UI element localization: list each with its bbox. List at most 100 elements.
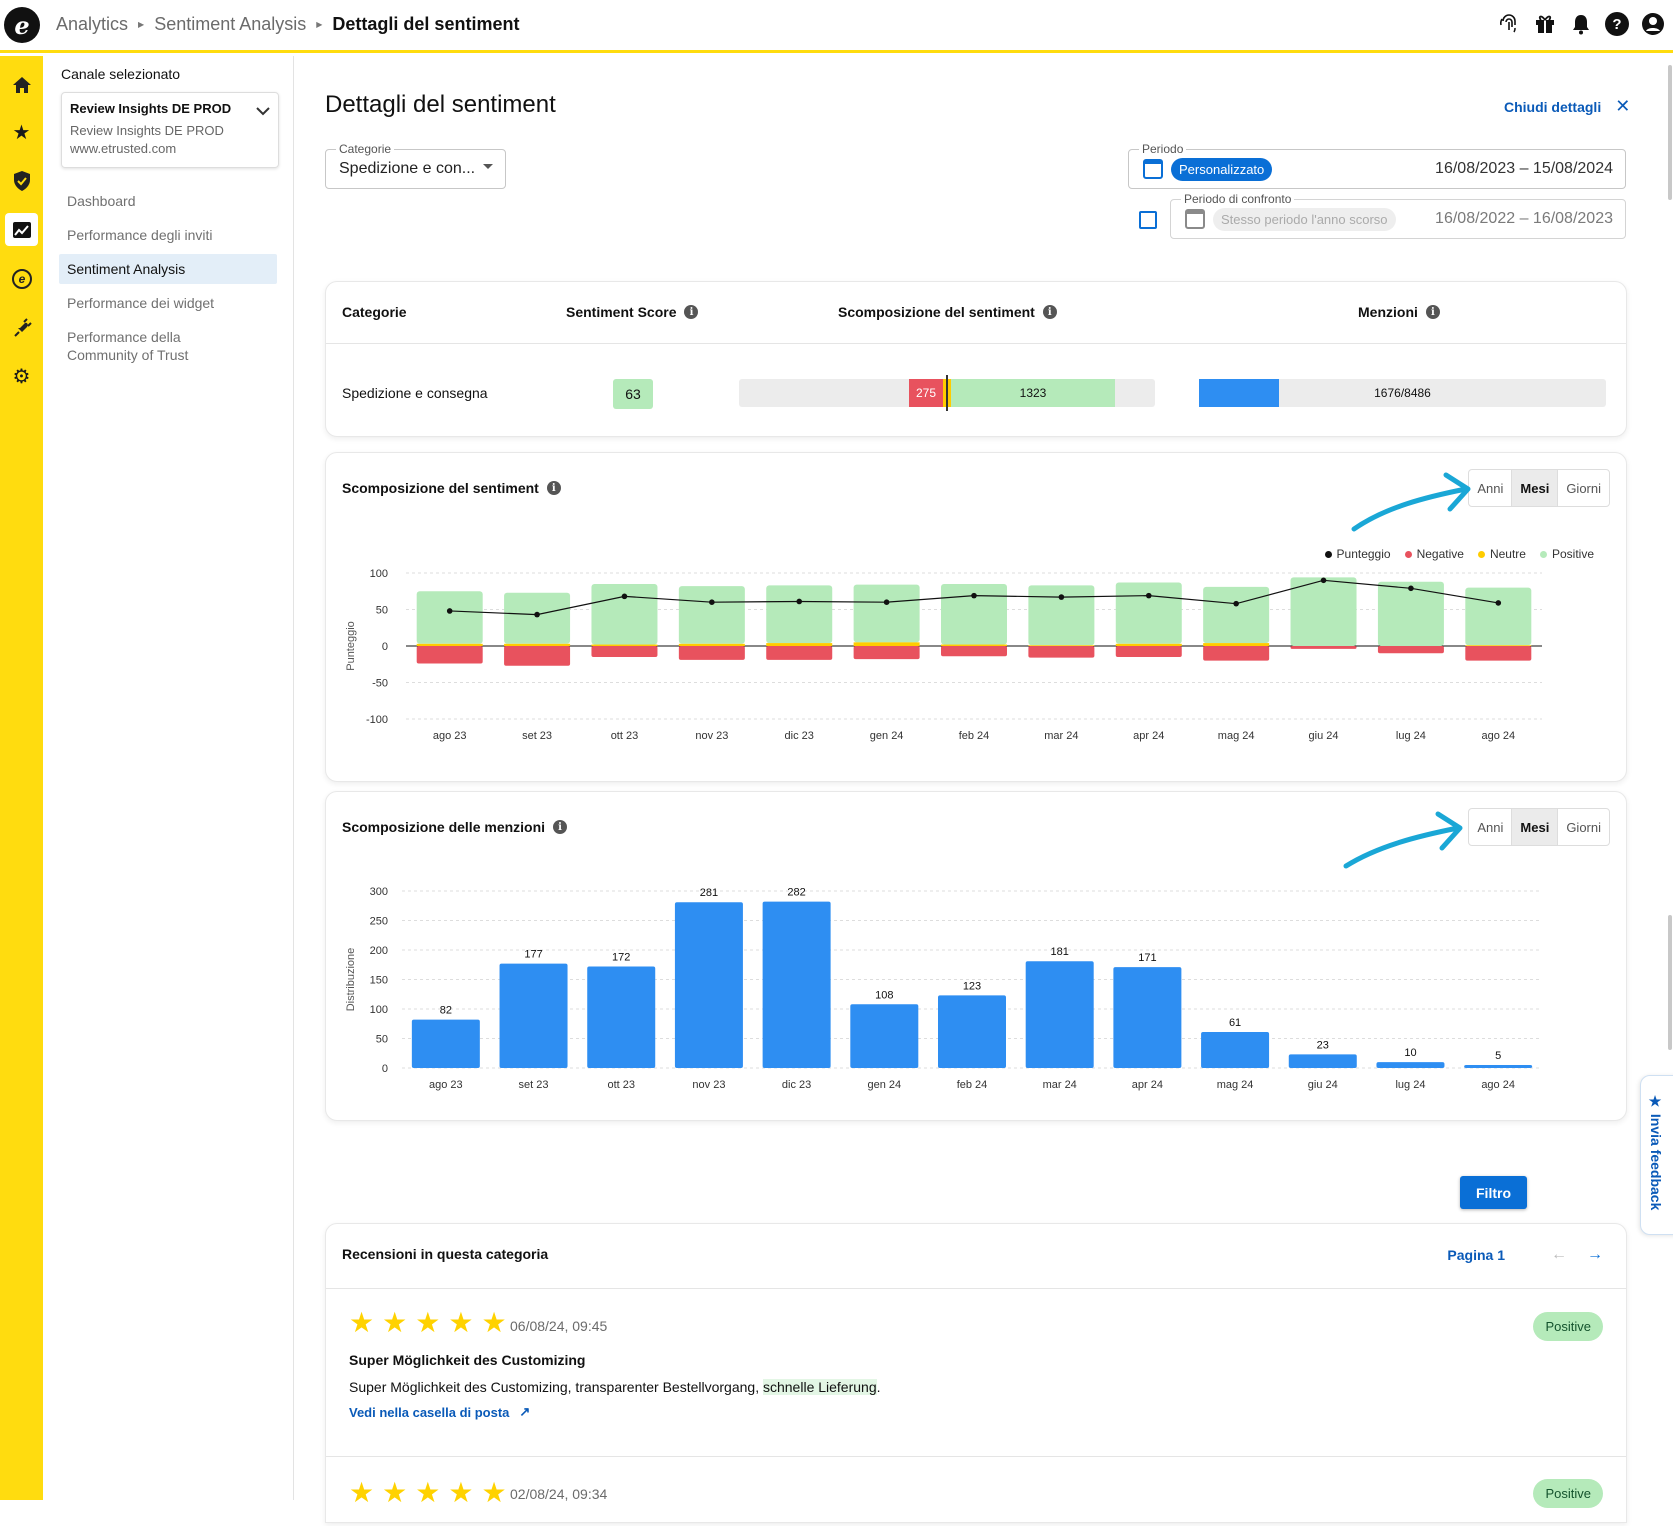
fingerprint-icon[interactable]	[1497, 12, 1521, 36]
period-field[interactable]: Periodo Personalizzato 16/08/2023 – 15/0…	[1128, 142, 1626, 189]
next-page-icon[interactable]: →	[1587, 1246, 1603, 1263]
mention-bar	[1288, 1054, 1357, 1068]
neutral-bar	[853, 642, 920, 646]
category-select[interactable]: Categorie Spedizione e con...	[325, 142, 506, 189]
close-details-link[interactable]: Chiudi dettagli ✕	[1504, 96, 1630, 117]
info-icon[interactable]: i	[546, 481, 561, 495]
star-rating: ★ ★ ★ ★ ★	[349, 1309, 507, 1337]
channel-selector[interactable]: Review Insights DE PROD Review Insights …	[61, 92, 279, 168]
y-tick-label: 150	[370, 975, 388, 987]
header-breakdown: Scomposizione del sentiment i	[838, 304, 1057, 320]
shield-check-icon[interactable]	[5, 164, 38, 197]
compare-checkbox[interactable]	[1139, 211, 1157, 229]
mention-bar	[850, 1004, 919, 1068]
x-tick-label: mag 24	[1217, 1079, 1254, 1091]
breadcrumb-analytics[interactable]: Analytics	[56, 14, 129, 34]
sidebar-item-dashboard[interactable]: Dashboard	[67, 193, 136, 209]
toggle-days[interactable]: Giorni	[1566, 819, 1601, 835]
negative-bar	[416, 646, 483, 664]
breadcrumb-current: Dettagli del sentiment	[332, 14, 520, 34]
header-categories-label: Categorie	[342, 304, 407, 320]
sidebar-item-widgets[interactable]: Performance dei widget	[67, 295, 215, 311]
toggle-years[interactable]: Anni	[1469, 470, 1513, 506]
bar-value-label: 177	[524, 949, 542, 961]
plug-icon[interactable]	[5, 311, 38, 344]
star-icon[interactable]: ★	[12, 122, 31, 144]
help-icon[interactable]: ?	[1605, 12, 1629, 36]
info-icon[interactable]: i	[1042, 305, 1057, 319]
main-content: Dettagli del sentiment Chiudi dettagli ✕…	[294, 56, 1673, 1523]
toggle-days[interactable]: Giorni	[1566, 480, 1601, 496]
channel-sub: Review Insights DE PROD www.etrusted.com	[70, 122, 270, 158]
annotation-arrow-icon	[1343, 811, 1463, 869]
settings-icon[interactable]: ⚙	[12, 366, 31, 388]
mentions-chart-card: Scomposizione delle menzioni i Anni Mesi …	[325, 791, 1627, 1121]
mention-bar	[1464, 1065, 1533, 1068]
score-point	[1495, 600, 1502, 606]
annotation-arrow-icon	[1351, 472, 1471, 532]
info-icon[interactable]: i	[684, 305, 699, 319]
breadcrumb-sentiment-analysis[interactable]: Sentiment Analysis	[154, 14, 307, 34]
positive-bar	[1290, 577, 1357, 646]
sentiment-legend: Punteggio Negative Neutre Positive	[1324, 547, 1594, 561]
star-icon: ★	[415, 1477, 441, 1508]
calendar-icon	[1143, 159, 1163, 179]
score-point	[1058, 594, 1065, 600]
bell-icon[interactable]	[1569, 12, 1593, 36]
home-icon[interactable]	[5, 68, 38, 101]
mention-bar	[411, 1019, 480, 1068]
mentions-chart: 300 250 200 150 100 50 0 Distribuzione 82 ago 23 1…	[345, 886, 1542, 1091]
gift-icon[interactable]	[1533, 12, 1557, 36]
mentions-chart-title: Scomposizione delle menzioni i	[342, 819, 568, 835]
mention-bar	[938, 995, 1006, 1068]
etrusted-logo[interactable]: e	[4, 7, 40, 43]
x-tick-label: feb 24	[959, 730, 990, 742]
x-tick-label: gen 24	[870, 730, 904, 742]
filter-button[interactable]: Filtro	[1460, 1176, 1527, 1209]
star-rating: ★ ★ ★ ★ ★	[349, 1479, 507, 1507]
sidebar-item-community[interactable]: Performance della Community of Trust	[67, 329, 189, 363]
negative-bar	[766, 646, 833, 660]
feedback-tab[interactable]: ★ Invia feedback	[1640, 1075, 1673, 1235]
score-point	[446, 608, 453, 614]
neutral-bar	[1115, 643, 1182, 646]
review-highlight: schnelle Lieferung	[762, 1379, 877, 1395]
bar-value-label: 181	[1051, 946, 1069, 958]
breadcrumb: Analytics ▶ Sentiment Analysis ▶ Dettagl…	[56, 14, 519, 35]
scrollbar[interactable]	[1668, 915, 1672, 1050]
period-chip[interactable]: Personalizzato	[1171, 158, 1273, 181]
analytics-icon[interactable]	[5, 213, 38, 246]
channel-url: www.etrusted.com	[70, 141, 177, 156]
x-tick-label: feb 24	[957, 1079, 988, 1091]
positive-bar	[678, 586, 745, 644]
toggle-years[interactable]: Anni	[1469, 809, 1513, 845]
y-tick-label: 250	[370, 916, 388, 928]
chevron-down-icon	[256, 103, 270, 121]
etrusted-icon[interactable]: e	[5, 262, 38, 295]
scrollbar[interactable]	[1668, 65, 1672, 200]
sentiment-breakdown-bar: 275 1323	[739, 375, 1155, 411]
positive-bar	[416, 591, 483, 644]
neutral-bar	[678, 643, 745, 646]
sidebar-item-sentiment-analysis[interactable]: Sentiment Analysis	[59, 254, 277, 284]
x-tick-label: mar 24	[1044, 730, 1078, 742]
x-tick-label: ago 24	[1481, 1079, 1515, 1091]
view-in-inbox-link[interactable]: Vedi nella casella di posta ↗	[349, 1404, 530, 1420]
mention-bar	[1201, 1032, 1270, 1068]
toggle-months[interactable]: Mesi	[1512, 809, 1559, 845]
account-icon[interactable]	[1641, 12, 1665, 36]
negative-bar	[1290, 646, 1357, 649]
compare-period-field[interactable]: Periodo di confronto Stesso periodo l'an…	[1170, 192, 1626, 239]
breadcrumb-separator-icon: ▶	[316, 20, 323, 29]
score-point	[621, 593, 628, 600]
sidebar-item-invites[interactable]: Performance degli inviti	[67, 227, 213, 243]
toggle-months[interactable]: Mesi	[1512, 470, 1559, 506]
info-icon[interactable]: i	[1425, 305, 1440, 319]
y-tick-label: -50	[372, 678, 388, 690]
prev-page-icon[interactable]: ←	[1551, 1246, 1567, 1263]
x-tick-label: dic 23	[785, 730, 814, 742]
x-tick-label: apr 24	[1133, 730, 1164, 742]
legend-negative-label: Negative	[1416, 547, 1464, 561]
neutral-bar	[766, 643, 833, 646]
info-icon[interactable]: i	[553, 820, 568, 834]
